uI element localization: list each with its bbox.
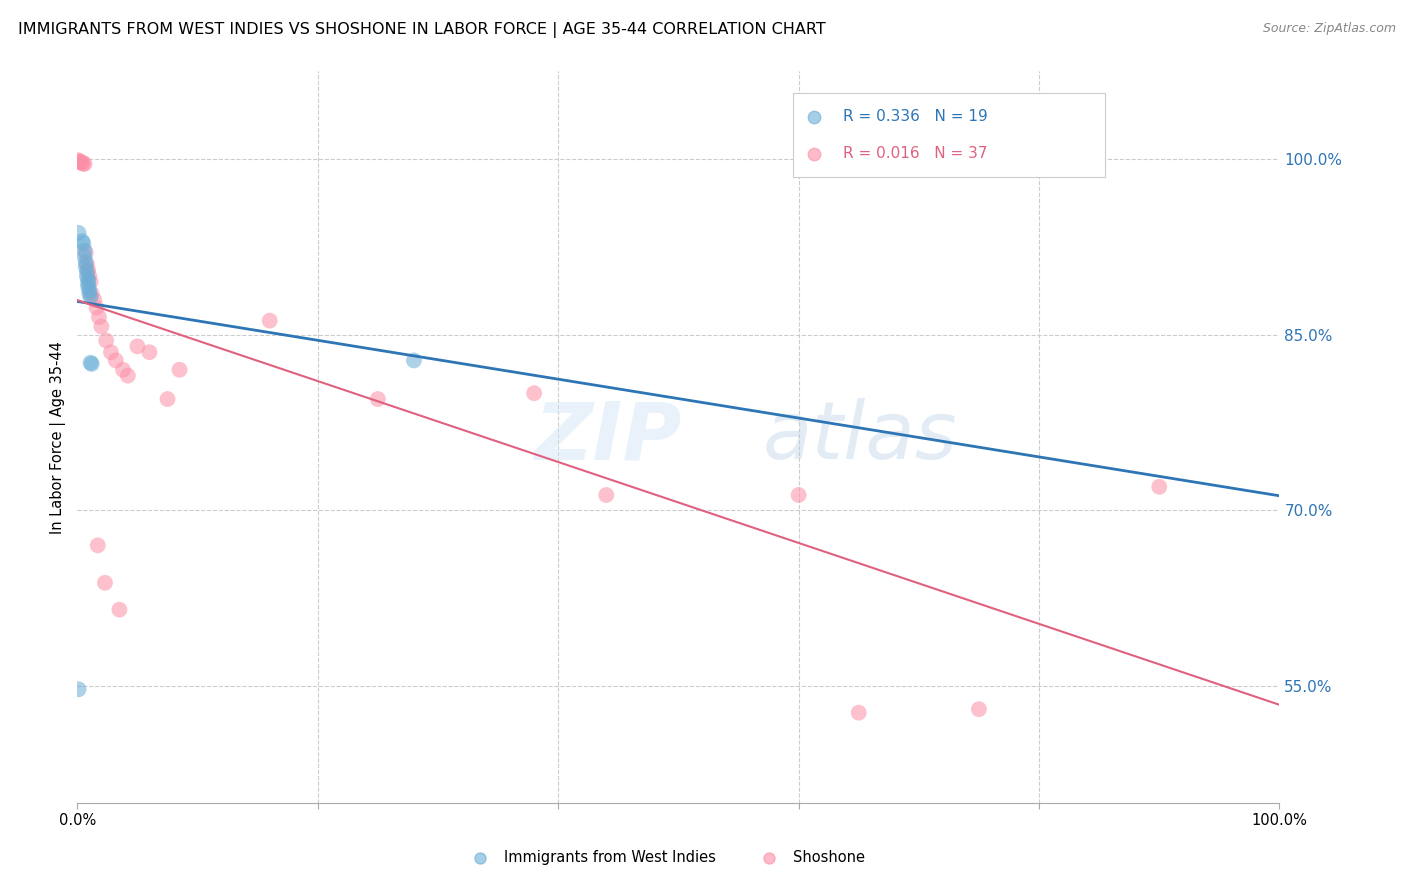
Point [67, 154, 90, 169]
Point [67, 153, 90, 168]
Point [96, 334, 118, 348]
Point [80, 286, 103, 301]
Point [72, 236, 94, 251]
Point [100, 345, 122, 359]
Point [117, 368, 139, 383]
Point [75, 255, 97, 269]
Point [77, 273, 100, 287]
Point [169, 363, 191, 377]
Point [67, 682, 90, 697]
Point [1149, 480, 1171, 494]
Point [83, 293, 105, 307]
Point [156, 392, 179, 406]
Text: ZIP: ZIP [534, 398, 682, 476]
Point [75, 260, 97, 274]
Point [77, 276, 100, 290]
FancyBboxPatch shape [793, 94, 1105, 178]
Point [90, 319, 112, 334]
Point [77, 279, 100, 293]
Text: R = 0.336   N = 19: R = 0.336 N = 19 [844, 110, 988, 124]
Y-axis label: In Labor Force | Age 35-44: In Labor Force | Age 35-44 [51, 341, 66, 533]
Point [76, 264, 98, 278]
Point [259, 313, 281, 327]
Text: Shoshone: Shoshone [793, 850, 865, 865]
Point [848, 706, 870, 720]
Text: R = 0.016   N = 37: R = 0.016 N = 37 [844, 146, 987, 161]
Point [87, 310, 110, 325]
Point [79, 290, 101, 304]
Point [70, 155, 93, 169]
Point [79, 283, 101, 297]
Point [70, 234, 93, 248]
Point [79, 275, 101, 289]
Point [595, 488, 617, 502]
Point [94, 575, 117, 590]
Text: Source: ZipAtlas.com: Source: ZipAtlas.com [1263, 22, 1396, 36]
Point [69, 154, 91, 169]
Point [79, 286, 101, 301]
Point [73, 249, 96, 263]
Point [79, 356, 101, 370]
Point [73, 157, 96, 171]
Point [87, 538, 110, 552]
Point [108, 603, 131, 617]
Point [367, 392, 389, 406]
Point [70, 155, 93, 169]
Point [80, 357, 103, 371]
Point [138, 345, 160, 359]
Text: Immigrants from West Indies: Immigrants from West Indies [505, 850, 716, 865]
Point [402, 353, 425, 368]
Point [86, 301, 108, 315]
Point [104, 353, 127, 368]
Point [76, 257, 98, 271]
Point [967, 702, 990, 716]
Point [127, 339, 149, 353]
Point [75, 245, 97, 260]
Point [76, 269, 98, 284]
Point [67, 226, 90, 240]
Point [79, 269, 101, 284]
Point [77, 263, 100, 277]
Point [787, 488, 810, 502]
Point [523, 386, 546, 401]
Point [73, 244, 96, 258]
Point [111, 363, 134, 377]
Text: atlas: atlas [762, 398, 957, 476]
Point [72, 157, 94, 171]
Text: IMMIGRANTS FROM WEST INDIES VS SHOSHONE IN LABOR FORCE | AGE 35-44 CORRELATION C: IMMIGRANTS FROM WEST INDIES VS SHOSHONE … [18, 22, 827, 38]
